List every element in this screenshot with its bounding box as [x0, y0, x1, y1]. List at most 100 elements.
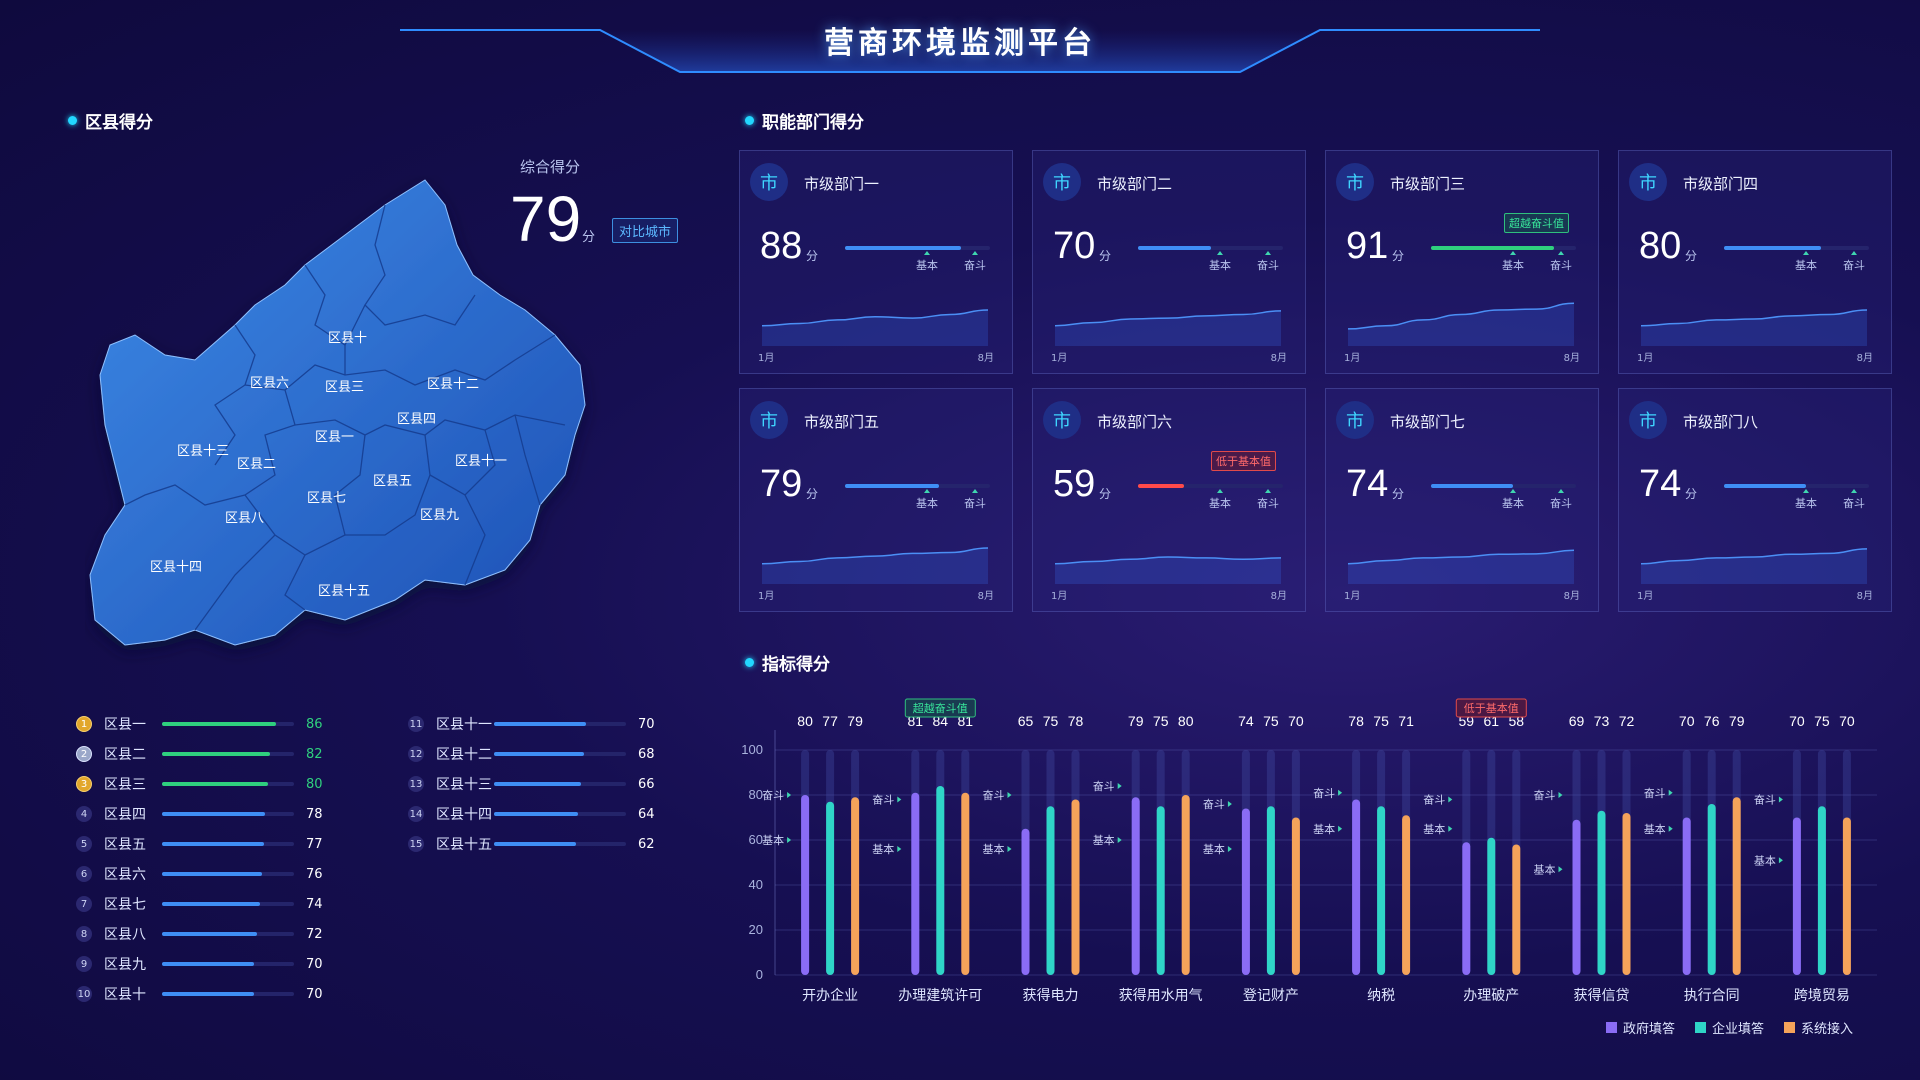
- district-row[interactable]: 14 区县十四 64: [408, 804, 655, 824]
- dept-score: 70: [1053, 225, 1096, 267]
- map-label-8: 区县八: [225, 510, 264, 525]
- district-score: 74: [306, 896, 323, 912]
- bar-system: [1071, 799, 1080, 975]
- dept-score-bar: [1724, 484, 1869, 488]
- district-score-bar: [494, 752, 626, 756]
- overall-score-unit: 分: [582, 230, 596, 245]
- legend-item[interactable]: 政府填答: [1606, 1018, 1675, 1037]
- district-score-bar: [494, 812, 626, 816]
- district-row[interactable]: 10 区县十 70: [76, 984, 323, 1004]
- bar-value-label: 75: [1814, 713, 1830, 729]
- dept-card[interactable]: 市市级部门八 74 分 基本 奋斗 1月 8月: [1618, 388, 1892, 612]
- district-score-fill: [494, 752, 584, 756]
- dept-score-unit: 分: [1099, 487, 1112, 501]
- district-row[interactable]: 6 区县六 76: [76, 864, 323, 884]
- district-name: 区县三: [104, 777, 146, 793]
- rank-badge: 9: [76, 956, 92, 972]
- basic-line-label: 基本: [1093, 833, 1115, 847]
- district-row[interactable]: 12 区县十二 68: [408, 744, 655, 764]
- month-start-label: 1月: [1637, 591, 1654, 602]
- district-row[interactable]: 8 区县八 72: [76, 924, 323, 944]
- district-map: 区县十 区县六 区县三 区县十二 区县四 区县一 区县十三 区县二 区县十一 区…: [85, 175, 625, 669]
- district-score: 64: [638, 806, 655, 822]
- district-row[interactable]: 1 区县一 86: [76, 714, 323, 734]
- overall-score-value: 79: [510, 183, 582, 255]
- category-label: 办理破产: [1463, 988, 1519, 1004]
- medal-icon: 2: [76, 746, 92, 762]
- bar-gov: [1021, 828, 1030, 975]
- rank-badge: 12: [408, 746, 424, 762]
- strive-arrow-icon: [1007, 792, 1012, 798]
- dept-score-bar: [1138, 484, 1283, 488]
- dept-score-fill: [1138, 246, 1211, 250]
- dept-card[interactable]: 市市级部门五 79 分 基本 奋斗 1月 8月: [739, 388, 1013, 612]
- district-section-title: 区县得分: [68, 108, 153, 133]
- district-name: 区县四: [104, 807, 146, 823]
- legend-item[interactable]: 系统接入: [1784, 1018, 1853, 1037]
- bar-enterprise: [1046, 806, 1055, 975]
- dept-card[interactable]: 市市级部门三 91 分 基本 奋斗 1月 8月 超越奋斗值: [1325, 150, 1599, 374]
- dept-card[interactable]: 市市级部门六 59 分 基本 奋斗 1月 8月 低于基本值: [1032, 388, 1306, 612]
- district-score-bar: [494, 842, 626, 846]
- trend-area: [762, 548, 988, 584]
- dept-name: 市级部门五: [804, 413, 880, 431]
- district-row[interactable]: 11 区县十一 70: [408, 714, 655, 734]
- dept-score-unit: 分: [1685, 249, 1698, 263]
- dept-card[interactable]: 市市级部门四 80 分 基本 奋斗 1月 8月: [1618, 150, 1892, 374]
- bar-enterprise: [1266, 806, 1275, 975]
- district-row[interactable]: 9 区县九 70: [76, 954, 323, 974]
- compare-city-button[interactable]: 对比城市: [612, 218, 679, 243]
- bar-value-label: 78: [1348, 713, 1364, 729]
- strive-line-label: 奋斗: [1203, 797, 1225, 811]
- district-score: 70: [638, 716, 655, 732]
- trend-area: [1641, 310, 1867, 346]
- bar-value-label: 79: [1128, 713, 1144, 729]
- district-row[interactable]: 5 区县五 77: [76, 834, 323, 854]
- bar-value-label: 78: [1068, 713, 1084, 729]
- month-start-label: 1月: [758, 353, 775, 364]
- city-dept-icon: 市: [1336, 163, 1374, 201]
- basic-line-label: 基本: [762, 833, 784, 847]
- basic-arrow-icon: [1007, 846, 1012, 852]
- legend-item[interactable]: 企业填答: [1695, 1018, 1764, 1037]
- bar-value-label: 77: [822, 713, 838, 729]
- dept-score-unit: 分: [806, 249, 819, 263]
- district-row[interactable]: 13 区县十三 66: [408, 774, 655, 794]
- dept-card[interactable]: 市市级部门一 88 分 基本 奋斗 1月 8月: [739, 150, 1013, 374]
- district-score-bar: [162, 992, 294, 996]
- district-row[interactable]: 7 区县七 74: [76, 894, 323, 914]
- above-strive-badge: 超越奋斗值: [1504, 213, 1569, 233]
- bar-value-label: 65: [1018, 713, 1034, 729]
- district-score-fill: [162, 992, 255, 996]
- dept-score: 79: [760, 463, 803, 505]
- strive-mark: 奋斗: [1253, 251, 1283, 273]
- bar-gov: [1241, 808, 1250, 975]
- header: 营商环境监测平台: [0, 0, 1920, 90]
- district-row[interactable]: 4 区县四 78: [76, 804, 323, 824]
- district-name: 区县十: [104, 987, 146, 1003]
- district-row[interactable]: 3 区县三 80: [76, 774, 323, 794]
- dept-card[interactable]: 市市级部门二 70 分 基本 奋斗 1月 8月: [1032, 150, 1306, 374]
- bar-enterprise: [1156, 806, 1165, 975]
- district-name: 区县十一: [436, 717, 492, 733]
- bar-system: [1291, 817, 1300, 975]
- city-dept-icon: 市: [1043, 163, 1081, 201]
- bar-system: [1181, 795, 1190, 975]
- strive-line-label: 奋斗: [1534, 788, 1556, 802]
- medal-icon: 3: [76, 776, 92, 792]
- district-name: 区县十五: [436, 837, 492, 853]
- header-frame: [70, 29, 1855, 80]
- basic-line-label: 基本: [1754, 853, 1776, 867]
- trend-area: [762, 310, 988, 346]
- district-score-fill: [162, 962, 255, 966]
- district-row[interactable]: 2 区县二 82: [76, 744, 323, 764]
- district-score-bar: [162, 872, 294, 876]
- month-end-label: 8月: [1270, 353, 1287, 364]
- bar-system: [851, 797, 860, 975]
- dept-card[interactable]: 市市级部门七 74 分 基本 奋斗 1月 8月: [1325, 388, 1599, 612]
- strive-arrow-icon: [1227, 801, 1232, 807]
- legend-swatch: [1606, 1022, 1617, 1033]
- map-label-13: 区县十三: [177, 443, 229, 458]
- district-row[interactable]: 15 区县十五 62: [408, 834, 655, 854]
- district-score: 82: [306, 746, 323, 762]
